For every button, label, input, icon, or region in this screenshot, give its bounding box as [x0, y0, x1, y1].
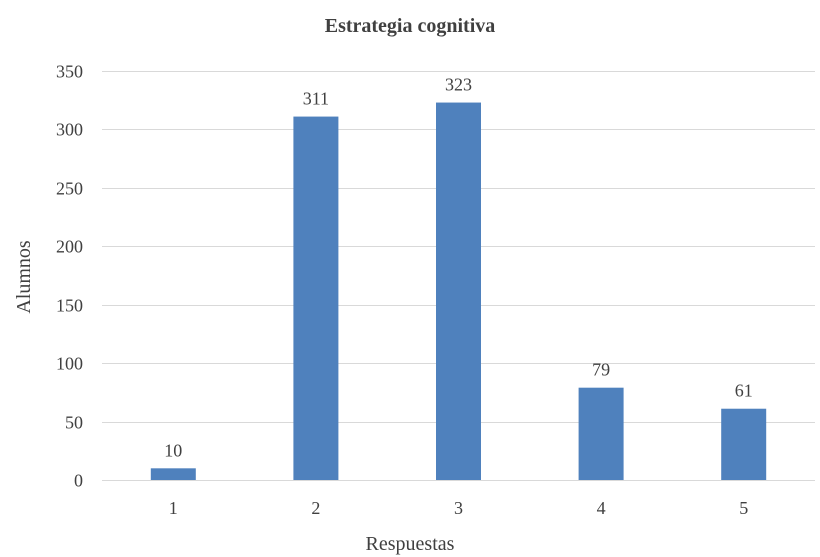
data-labels: 10 311 323 79 61 [164, 75, 752, 461]
x-tick-label: 2 [311, 498, 320, 518]
x-tick-label: 5 [739, 498, 748, 518]
y-tick-label: 150 [56, 296, 83, 316]
bar [578, 387, 624, 480]
bar [436, 102, 481, 481]
y-tick-label: 200 [56, 237, 83, 257]
bar [721, 408, 767, 480]
data-label: 61 [735, 381, 753, 401]
y-tick-label: 100 [56, 354, 83, 374]
bar [150, 468, 196, 480]
y-tick-label: 250 [56, 179, 83, 199]
data-label: 79 [592, 360, 610, 380]
y-tick-label: 300 [56, 120, 83, 140]
tick-labels: 0 50 100 150 200 250 300 350 1 2 3 4 5 [56, 62, 748, 519]
y-axis-label: Alumnos [13, 240, 35, 314]
data-label: 323 [445, 75, 472, 95]
bar [293, 116, 339, 481]
x-tick-label: 4 [597, 498, 606, 518]
chart-title: Estrategia cognitiva [325, 15, 496, 37]
data-label: 10 [164, 440, 182, 460]
x-axis-label: Respuestas [366, 533, 455, 555]
y-tick-label: 350 [56, 62, 83, 82]
x-tick-label: 1 [169, 498, 178, 518]
bars [150, 102, 767, 481]
y-tick-label: 50 [65, 413, 83, 433]
data-label: 311 [303, 89, 329, 109]
y-tick-label: 0 [74, 471, 83, 491]
x-tick-label: 3 [454, 498, 463, 518]
